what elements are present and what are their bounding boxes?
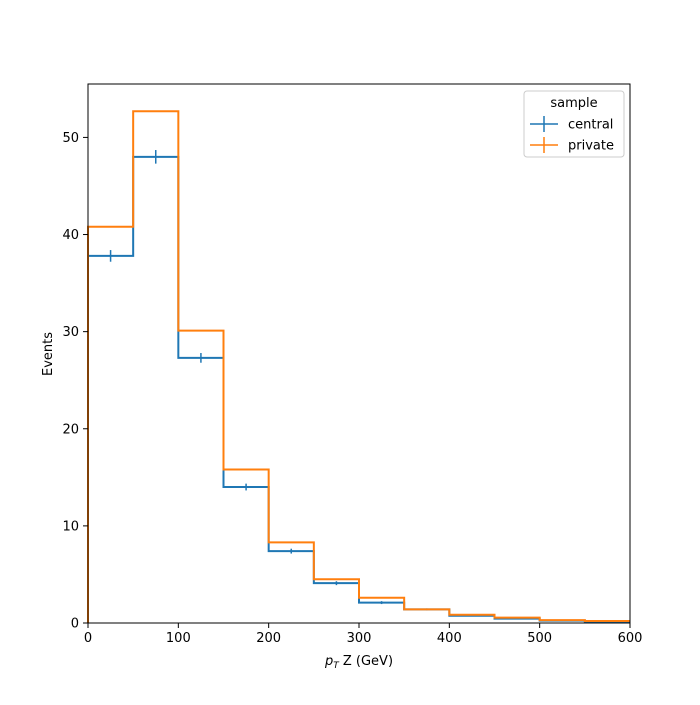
x-axis: 0 100 200 300 400 500 600 xyxy=(84,623,643,646)
y-axis-label: Events xyxy=(41,332,56,376)
x-tick-label: 200 xyxy=(256,631,281,646)
y-tick-label: 10 xyxy=(62,519,79,534)
x-tick-label: 400 xyxy=(437,631,462,646)
y-tick-label: 20 xyxy=(62,422,79,437)
x-tick-label: 100 xyxy=(166,631,191,646)
legend: sample central private xyxy=(523,90,625,158)
legend-label-private: private xyxy=(568,139,614,154)
y-tick-label: 50 xyxy=(62,131,79,146)
x-tick-label: 500 xyxy=(527,631,552,646)
legend-entries: central private xyxy=(530,116,614,154)
y-axis: 0 10 20 30 40 50 xyxy=(62,131,88,632)
step-line-private xyxy=(87,110,630,623)
x-tick-label: 0 xyxy=(84,631,92,646)
y-tick-label: 30 xyxy=(62,325,79,340)
x-tick-label: 600 xyxy=(618,631,643,646)
series-private xyxy=(87,110,630,623)
series-layer xyxy=(87,110,630,623)
x-tick-label: 300 xyxy=(347,631,372,646)
legend-box xyxy=(523,90,625,158)
legend-title: sample xyxy=(550,96,597,111)
y-tick-label: 0 xyxy=(71,617,79,632)
legend-label-central: central xyxy=(568,118,613,133)
y-tick-label: 40 xyxy=(62,228,79,243)
x-axis-label: pT Z (GeV) xyxy=(324,654,393,671)
